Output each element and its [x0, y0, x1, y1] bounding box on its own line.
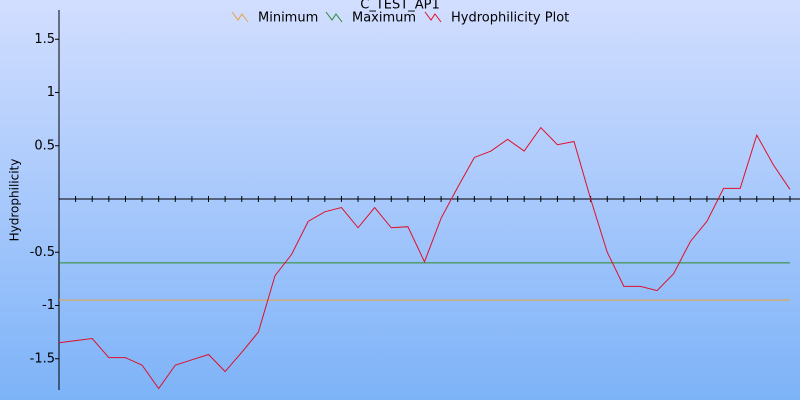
legend-icon	[424, 11, 442, 23]
y-tick-label: 1	[47, 85, 55, 100]
y-tick-label: -1.5	[30, 351, 55, 366]
y-tick-label: 0.5	[34, 138, 55, 153]
legend-icon	[231, 11, 249, 23]
y-tick-label: -1	[42, 298, 55, 313]
y-axis-label: Hydrophilicity	[8, 159, 22, 242]
legend-icon	[325, 11, 343, 23]
y-tick-label: 1.5	[34, 32, 55, 47]
legend-label: Maximum	[352, 11, 416, 26]
data-line	[58, 126, 791, 390]
chart-title: C_TEST_AP1	[360, 0, 439, 13]
legend-label: Minimum	[258, 11, 318, 26]
y-tick-label: -0.5	[30, 245, 55, 260]
legend-label: Hydrophilicity Plot	[451, 11, 569, 26]
